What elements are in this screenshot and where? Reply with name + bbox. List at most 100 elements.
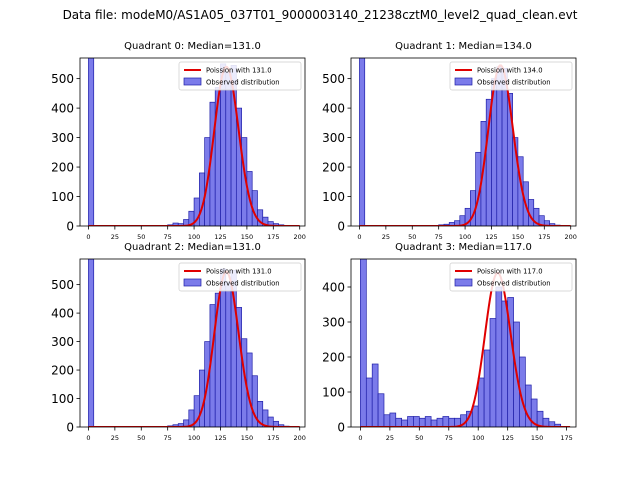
- figure-title: Data file: modeM0/AS1A05_037T01_90000031…: [62, 8, 578, 22]
- histogram-bar: [377, 393, 385, 427]
- legend-hist-label: Observed distribution: [206, 280, 280, 288]
- histogram-bar: [424, 416, 432, 427]
- x-tick-label: 100: [472, 434, 484, 442]
- x-tick-label: 200: [565, 233, 577, 241]
- x-tick-label: 25: [111, 233, 119, 241]
- x-tick-label: 75: [435, 233, 443, 241]
- legend-line-label: Poission with 117.0: [477, 268, 543, 276]
- x-tick-label: 125: [501, 434, 513, 442]
- y-tick-label: 400: [322, 102, 345, 116]
- x-tick-label: 0: [86, 434, 90, 442]
- y-tick-label: 300: [322, 316, 345, 330]
- x-tick-label: 0: [358, 434, 362, 442]
- histogram-bar: [496, 66, 503, 226]
- x-tick-label: 75: [164, 434, 172, 442]
- y-tick-label: 100: [322, 386, 345, 400]
- histogram-bar: [220, 268, 227, 427]
- legend-line-label: Poission with 134.0: [477, 67, 543, 75]
- y-tick-label: 0: [66, 220, 74, 234]
- legend-box: [449, 262, 573, 292]
- histogram-bar: [430, 419, 438, 427]
- legend: Poission with 134.0 Observed distribution: [449, 61, 573, 91]
- x-tick-label: 125: [485, 233, 497, 241]
- legend-hist-label: Observed distribution: [477, 280, 551, 288]
- axes-frame: [350, 258, 577, 428]
- legend: Poission with 131.0 Observed distribution: [178, 61, 302, 91]
- poisson-line: [88, 270, 300, 427]
- chart-quadrant-1: Quadrant 1: Median=134.0 0 25 50 75 100 125 150…: [322, 41, 577, 241]
- y-tick-label: 400: [51, 102, 74, 116]
- legend-hist-swatch: [454, 278, 473, 287]
- x-tick-label: 100: [188, 434, 200, 442]
- x-tick-label: 150: [531, 434, 543, 442]
- x-tick-label: 25: [386, 434, 394, 442]
- x-tick-label: 175: [267, 434, 279, 442]
- legend-hist-label: Observed distribution: [206, 79, 280, 87]
- x-tick-label: 25: [382, 233, 390, 241]
- legend-box: [449, 61, 573, 91]
- legend-line-label: Poission with 131.0: [206, 67, 272, 75]
- x-tick-label: 150: [241, 434, 253, 442]
- y-tick-label: 300: [51, 335, 74, 349]
- legend: Poission with 117.0 Observed distribution: [449, 262, 573, 292]
- chart-quadrant-0: Quadrant 0: Median=131.0 0 25 50 75 100 125 150…: [51, 41, 306, 241]
- y-tick-label: 500: [51, 72, 74, 86]
- axes-frame: [79, 258, 306, 428]
- histogram-bar: [359, 58, 366, 226]
- histogram-bar: [448, 417, 456, 427]
- legend-hist-swatch: [454, 77, 473, 86]
- histogram-bar: [88, 259, 95, 427]
- plot-area: [360, 259, 571, 427]
- chart-title: Quadrant 0: Median=131.0: [124, 41, 261, 52]
- histogram-bar: [418, 417, 426, 427]
- histogram-bar: [501, 67, 508, 226]
- y-tick-label: 200: [322, 351, 345, 365]
- y-tick-label: 200: [51, 364, 74, 378]
- y-tick-label: 0: [337, 421, 345, 435]
- legend-hist-swatch: [183, 77, 202, 86]
- histogram-bar: [489, 318, 497, 427]
- x-tick-label: 200: [294, 434, 306, 442]
- x-tick-label: 25: [111, 434, 119, 442]
- histogram-bar: [360, 259, 367, 427]
- x-tick-label: 50: [408, 233, 416, 241]
- histogram-bar: [401, 419, 408, 427]
- histogram-bar: [365, 377, 373, 427]
- y-tick-label: 300: [51, 131, 74, 145]
- histogram-bar: [389, 412, 397, 427]
- chart-quadrant-3: Quadrant 3: Median=117.0 0 25 50 75 100 125 150…: [322, 242, 577, 442]
- y-tick-label: 100: [51, 190, 74, 204]
- y-tick-label: 0: [337, 220, 345, 234]
- histogram-bar: [225, 72, 232, 226]
- legend: Poission with 131.0 Observed distribution: [178, 262, 302, 292]
- x-tick-label: 50: [137, 233, 145, 241]
- x-tick-label: 175: [538, 233, 550, 241]
- poisson-line: [360, 272, 571, 427]
- x-tick-label: 100: [188, 233, 200, 241]
- x-tick-label: 75: [164, 233, 172, 241]
- plot-area: [88, 58, 300, 226]
- y-tick-label: 100: [322, 190, 345, 204]
- poisson-line: [88, 65, 300, 226]
- legend-box: [178, 61, 302, 91]
- chart-title: Quadrant 3: Median=117.0: [395, 242, 532, 253]
- axes-frame: [79, 57, 306, 227]
- y-tick-label: 400: [322, 281, 345, 295]
- chart-title: Quadrant 2: Median=131.0: [124, 242, 261, 253]
- x-tick-label: 0: [86, 233, 90, 241]
- histogram-bar: [442, 416, 450, 427]
- histogram-bar: [477, 377, 485, 427]
- histogram-bar: [495, 286, 503, 427]
- histogram-bar: [88, 58, 95, 226]
- y-tick-label: 200: [322, 161, 345, 175]
- y-tick-label: 500: [322, 72, 345, 86]
- chart-title: Quadrant 1: Median=134.0: [395, 41, 532, 52]
- histogram-bar: [483, 349, 491, 427]
- x-tick-label: 175: [267, 233, 279, 241]
- histogram-bar: [383, 414, 391, 427]
- y-tick-label: 200: [51, 161, 74, 175]
- histogram-bar: [413, 416, 420, 427]
- y-tick-label: 500: [51, 278, 74, 292]
- histogram-bar: [371, 363, 379, 427]
- legend-line-label: Poission with 131.0: [206, 268, 272, 276]
